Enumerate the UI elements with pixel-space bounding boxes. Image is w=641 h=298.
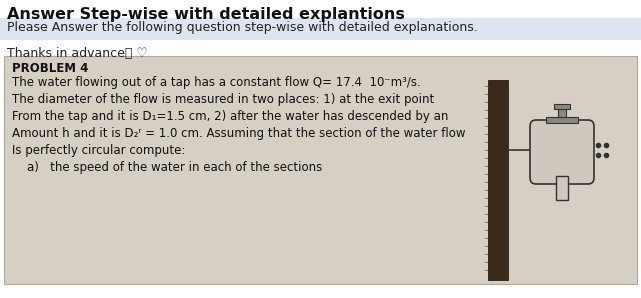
- Bar: [4, 56, 637, 284]
- Text: Thanks in advance🙏 ♡: Thanks in advance🙏 ♡: [7, 47, 147, 60]
- FancyBboxPatch shape: [0, 18, 641, 40]
- Text: From the tap and it is D₁=1.5 cm, 2) after the water has descended by an: From the tap and it is D₁=1.5 cm, 2) aft…: [12, 110, 448, 123]
- Bar: [556, 176, 568, 200]
- Text: The water flowing out of a tap has a constant flow Q= 17.4  10⁻m³/s.: The water flowing out of a tap has a con…: [12, 76, 420, 89]
- FancyBboxPatch shape: [530, 120, 594, 184]
- Text: The diameter of the flow is measured in two places: 1) at the exit point: The diameter of the flow is measured in …: [12, 93, 434, 106]
- Bar: [554, 104, 570, 109]
- Text: Please Answer the following question step-wise with detailed explanations.: Please Answer the following question ste…: [7, 21, 478, 33]
- Text: a)   the speed of the water in each of the sections: a) the speed of the water in each of the…: [12, 161, 322, 174]
- Text: PROBLEM 4: PROBLEM 4: [12, 62, 88, 75]
- Text: Amount h and it is D₂ʳ = 1.0 cm. Assuming that the section of the water flow: Amount h and it is D₂ʳ = 1.0 cm. Assumin…: [12, 127, 465, 140]
- Bar: [546, 117, 578, 123]
- Bar: [558, 108, 566, 117]
- Bar: [488, 80, 508, 280]
- Text: Is perfectly circular compute:: Is perfectly circular compute:: [12, 144, 185, 157]
- Text: Answer Step-wise with detailed explantions: Answer Step-wise with detailed explantio…: [7, 7, 405, 22]
